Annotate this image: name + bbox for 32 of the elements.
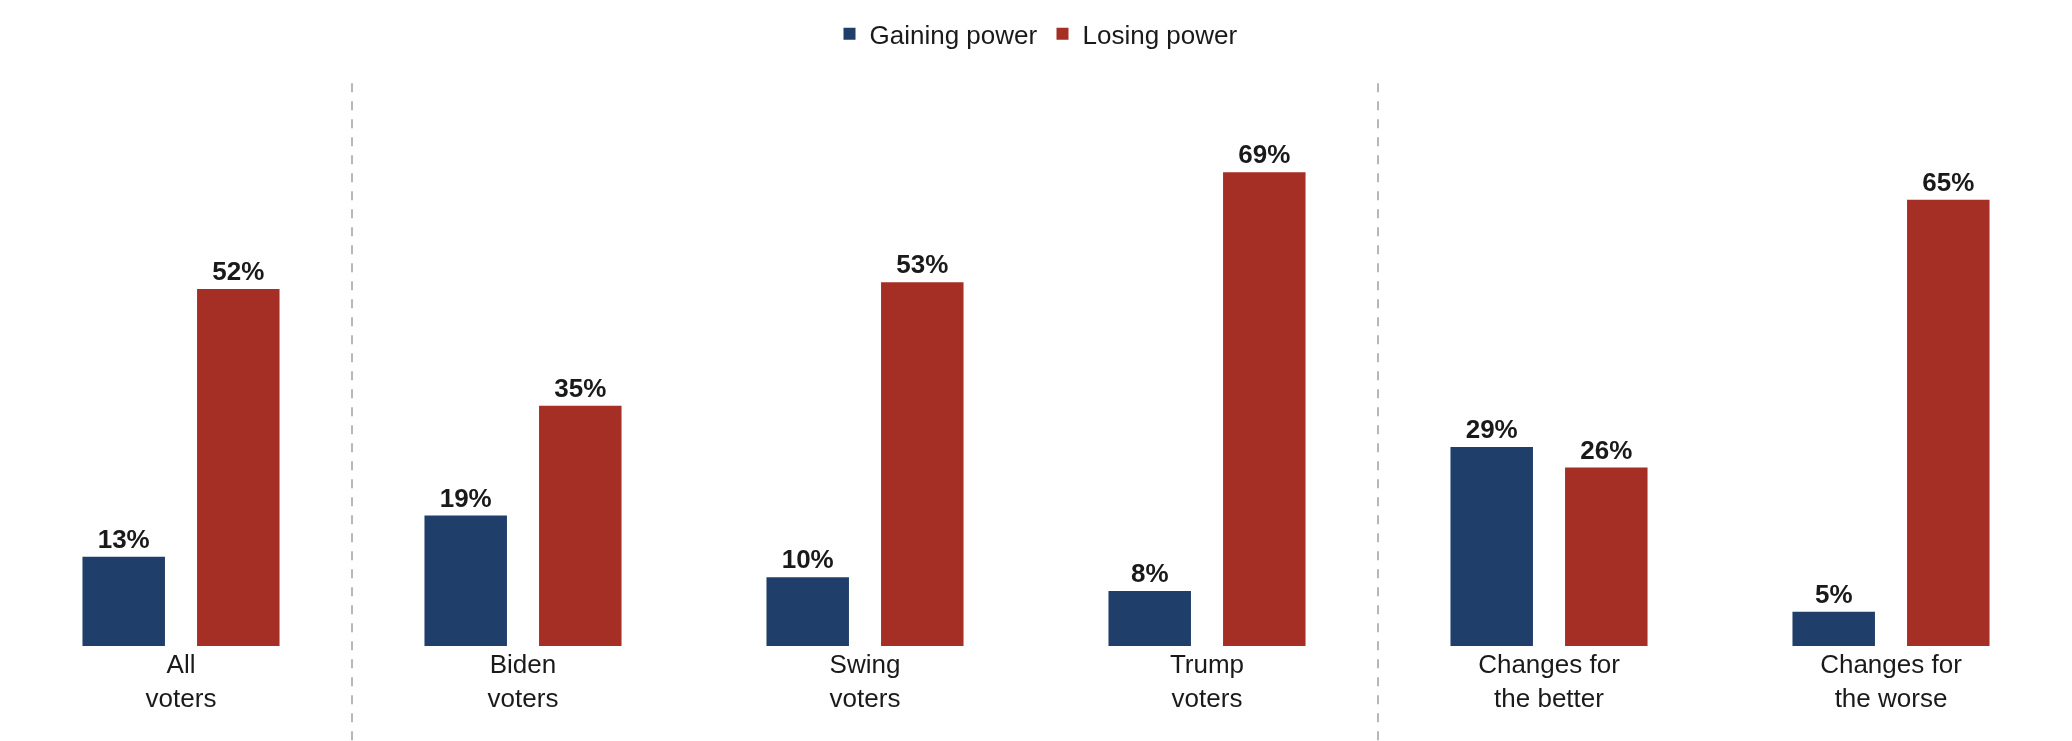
- x-tick-label: Biden voters: [487, 649, 559, 713]
- x-tick-label: All voters: [145, 649, 217, 713]
- legend-label: Losing power: [1082, 19, 1238, 50]
- bar: [82, 556, 165, 646]
- data-label: 8%: [1130, 558, 1169, 589]
- x-tick-label: Trump voters: [1169, 649, 1245, 713]
- bar: [424, 515, 507, 646]
- x-tick-label: Changes for the worse: [1820, 649, 1963, 713]
- data-label: 65%: [1922, 166, 1975, 197]
- data-label: 26%: [1580, 434, 1633, 465]
- bar: [1792, 611, 1875, 646]
- bar: [881, 282, 964, 646]
- bar: [197, 289, 280, 646]
- data-label: 5%: [1814, 578, 1853, 609]
- x-tick-label: Swing voters: [829, 649, 901, 713]
- bar: [1907, 199, 1990, 646]
- bar: [1223, 172, 1306, 646]
- bar: [539, 405, 622, 646]
- bar: [766, 577, 849, 646]
- bar: [1108, 591, 1191, 646]
- data-label: 10%: [781, 544, 834, 575]
- x-tick-label: Changes for the better: [1478, 649, 1621, 713]
- data-label: 53%: [896, 249, 949, 280]
- legend-label: Gaining power: [869, 19, 1038, 50]
- bar: [1450, 446, 1533, 646]
- data-label: 19%: [439, 482, 492, 513]
- data-label: 69%: [1238, 139, 1291, 170]
- data-label: 29%: [1465, 413, 1518, 444]
- data-label: 52%: [212, 256, 265, 287]
- data-label: 13%: [97, 523, 150, 554]
- bar: [1565, 467, 1648, 646]
- data-label: 35%: [554, 372, 607, 403]
